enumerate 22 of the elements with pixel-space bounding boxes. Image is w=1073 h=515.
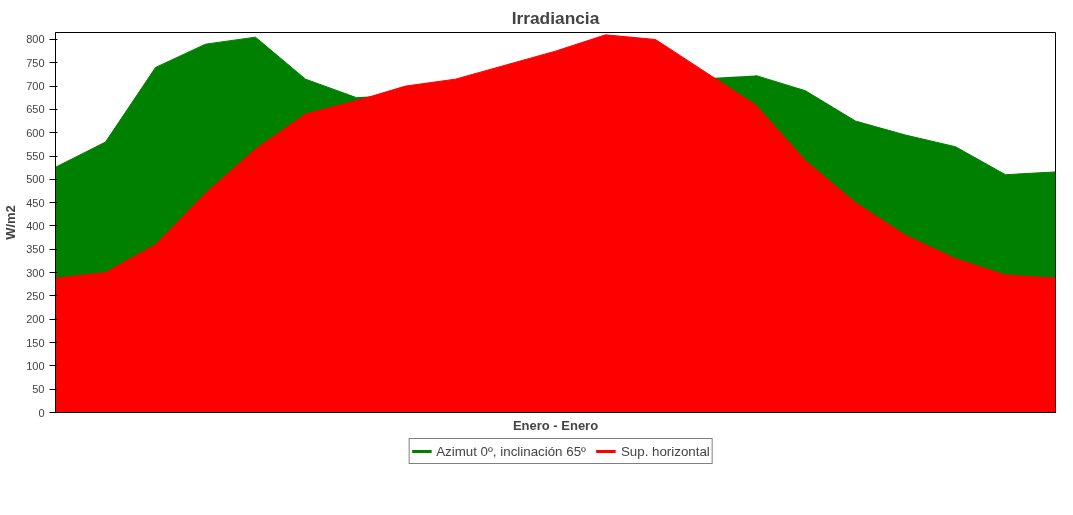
y-axis-title: W/m2 — [3, 205, 19, 240]
y-tick-label: 350 — [26, 243, 45, 256]
chart-title: Irradiancia — [511, 7, 600, 28]
y-tick-label: 700 — [26, 80, 45, 93]
y-tick-label: 0 — [38, 406, 45, 419]
y-tick-label: 250 — [26, 289, 45, 302]
y-tick-label: 50 — [32, 383, 45, 396]
y-tick-label: 200 — [26, 313, 45, 326]
y-tick-label: 550 — [26, 150, 45, 163]
legend-label: Sup. horizontal — [620, 443, 710, 459]
y-tick-label: 500 — [26, 173, 45, 186]
y-tick-label: 650 — [26, 103, 45, 116]
y-tick-label: 400 — [26, 220, 45, 232]
y-tick-label: 450 — [26, 196, 45, 209]
y-tick-label: 600 — [26, 126, 45, 139]
y-tick-label: 100 — [26, 359, 45, 372]
y-tick-label: 800 — [26, 33, 45, 46]
x-axis-title: Enero - Enero — [512, 417, 599, 433]
y-tick-label: 150 — [26, 336, 45, 349]
legend-label: Azimut 0º, inclinación 65º — [436, 443, 586, 459]
y-tick-label: 300 — [26, 266, 45, 279]
y-tick-label: 750 — [26, 56, 45, 69]
